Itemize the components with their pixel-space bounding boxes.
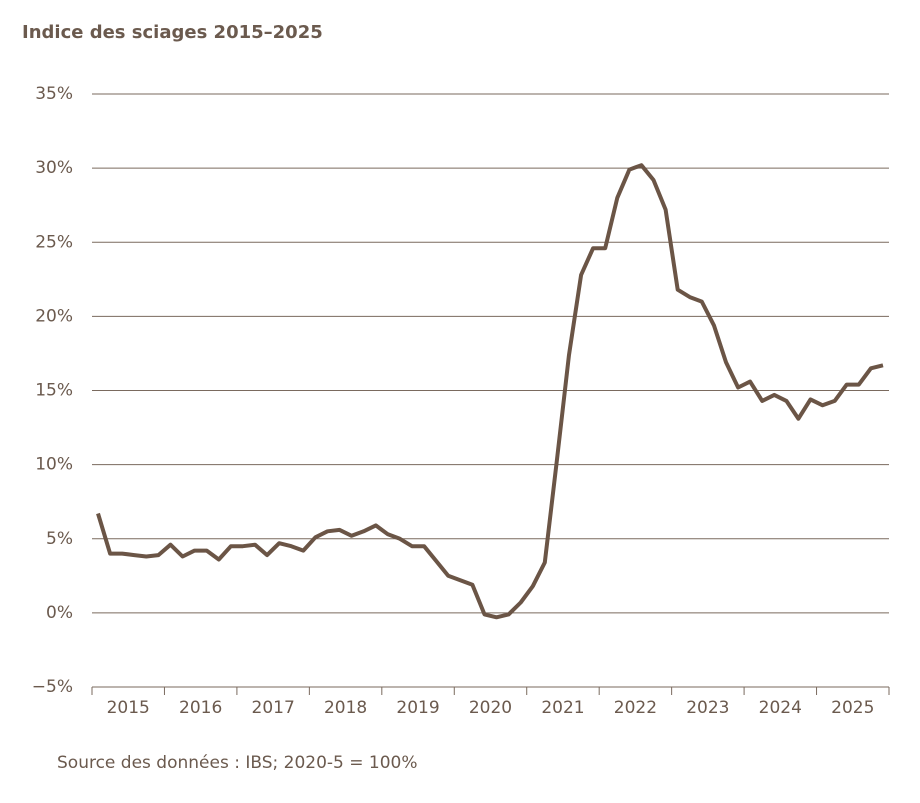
y-tick-label: 5% (46, 529, 73, 549)
y-tick-label: −5% (32, 677, 73, 697)
data-line (96, 163, 884, 620)
x-tick-label: 2015 (107, 698, 150, 718)
x-tick-label: 2022 (614, 698, 657, 718)
source-note: Source des données : IBS; 2020-5 = 100% (57, 753, 418, 773)
y-tick-label: 30% (35, 158, 73, 178)
y-tick-label: 0% (46, 603, 73, 623)
chart-title: Indice des sciages 2015–2025 (22, 22, 323, 43)
x-tick-label: 2024 (759, 698, 802, 718)
x-tick-label: 2023 (686, 698, 729, 718)
x-tick-label: 2016 (179, 698, 222, 718)
x-tick-label: 2018 (324, 698, 367, 718)
x-tick-label: 2019 (396, 698, 439, 718)
x-tick-label: 2025 (831, 698, 874, 718)
y-tick-label: 20% (35, 306, 73, 326)
y-tick-label: 10% (35, 455, 73, 475)
x-tick-label: 2021 (541, 698, 584, 718)
y-tick-label: 15% (35, 381, 73, 401)
x-tick-label: 2020 (469, 698, 512, 718)
y-tick-label: 35% (35, 84, 73, 104)
x-tick-label: 2017 (252, 698, 295, 718)
y-tick-label: 25% (35, 232, 73, 252)
